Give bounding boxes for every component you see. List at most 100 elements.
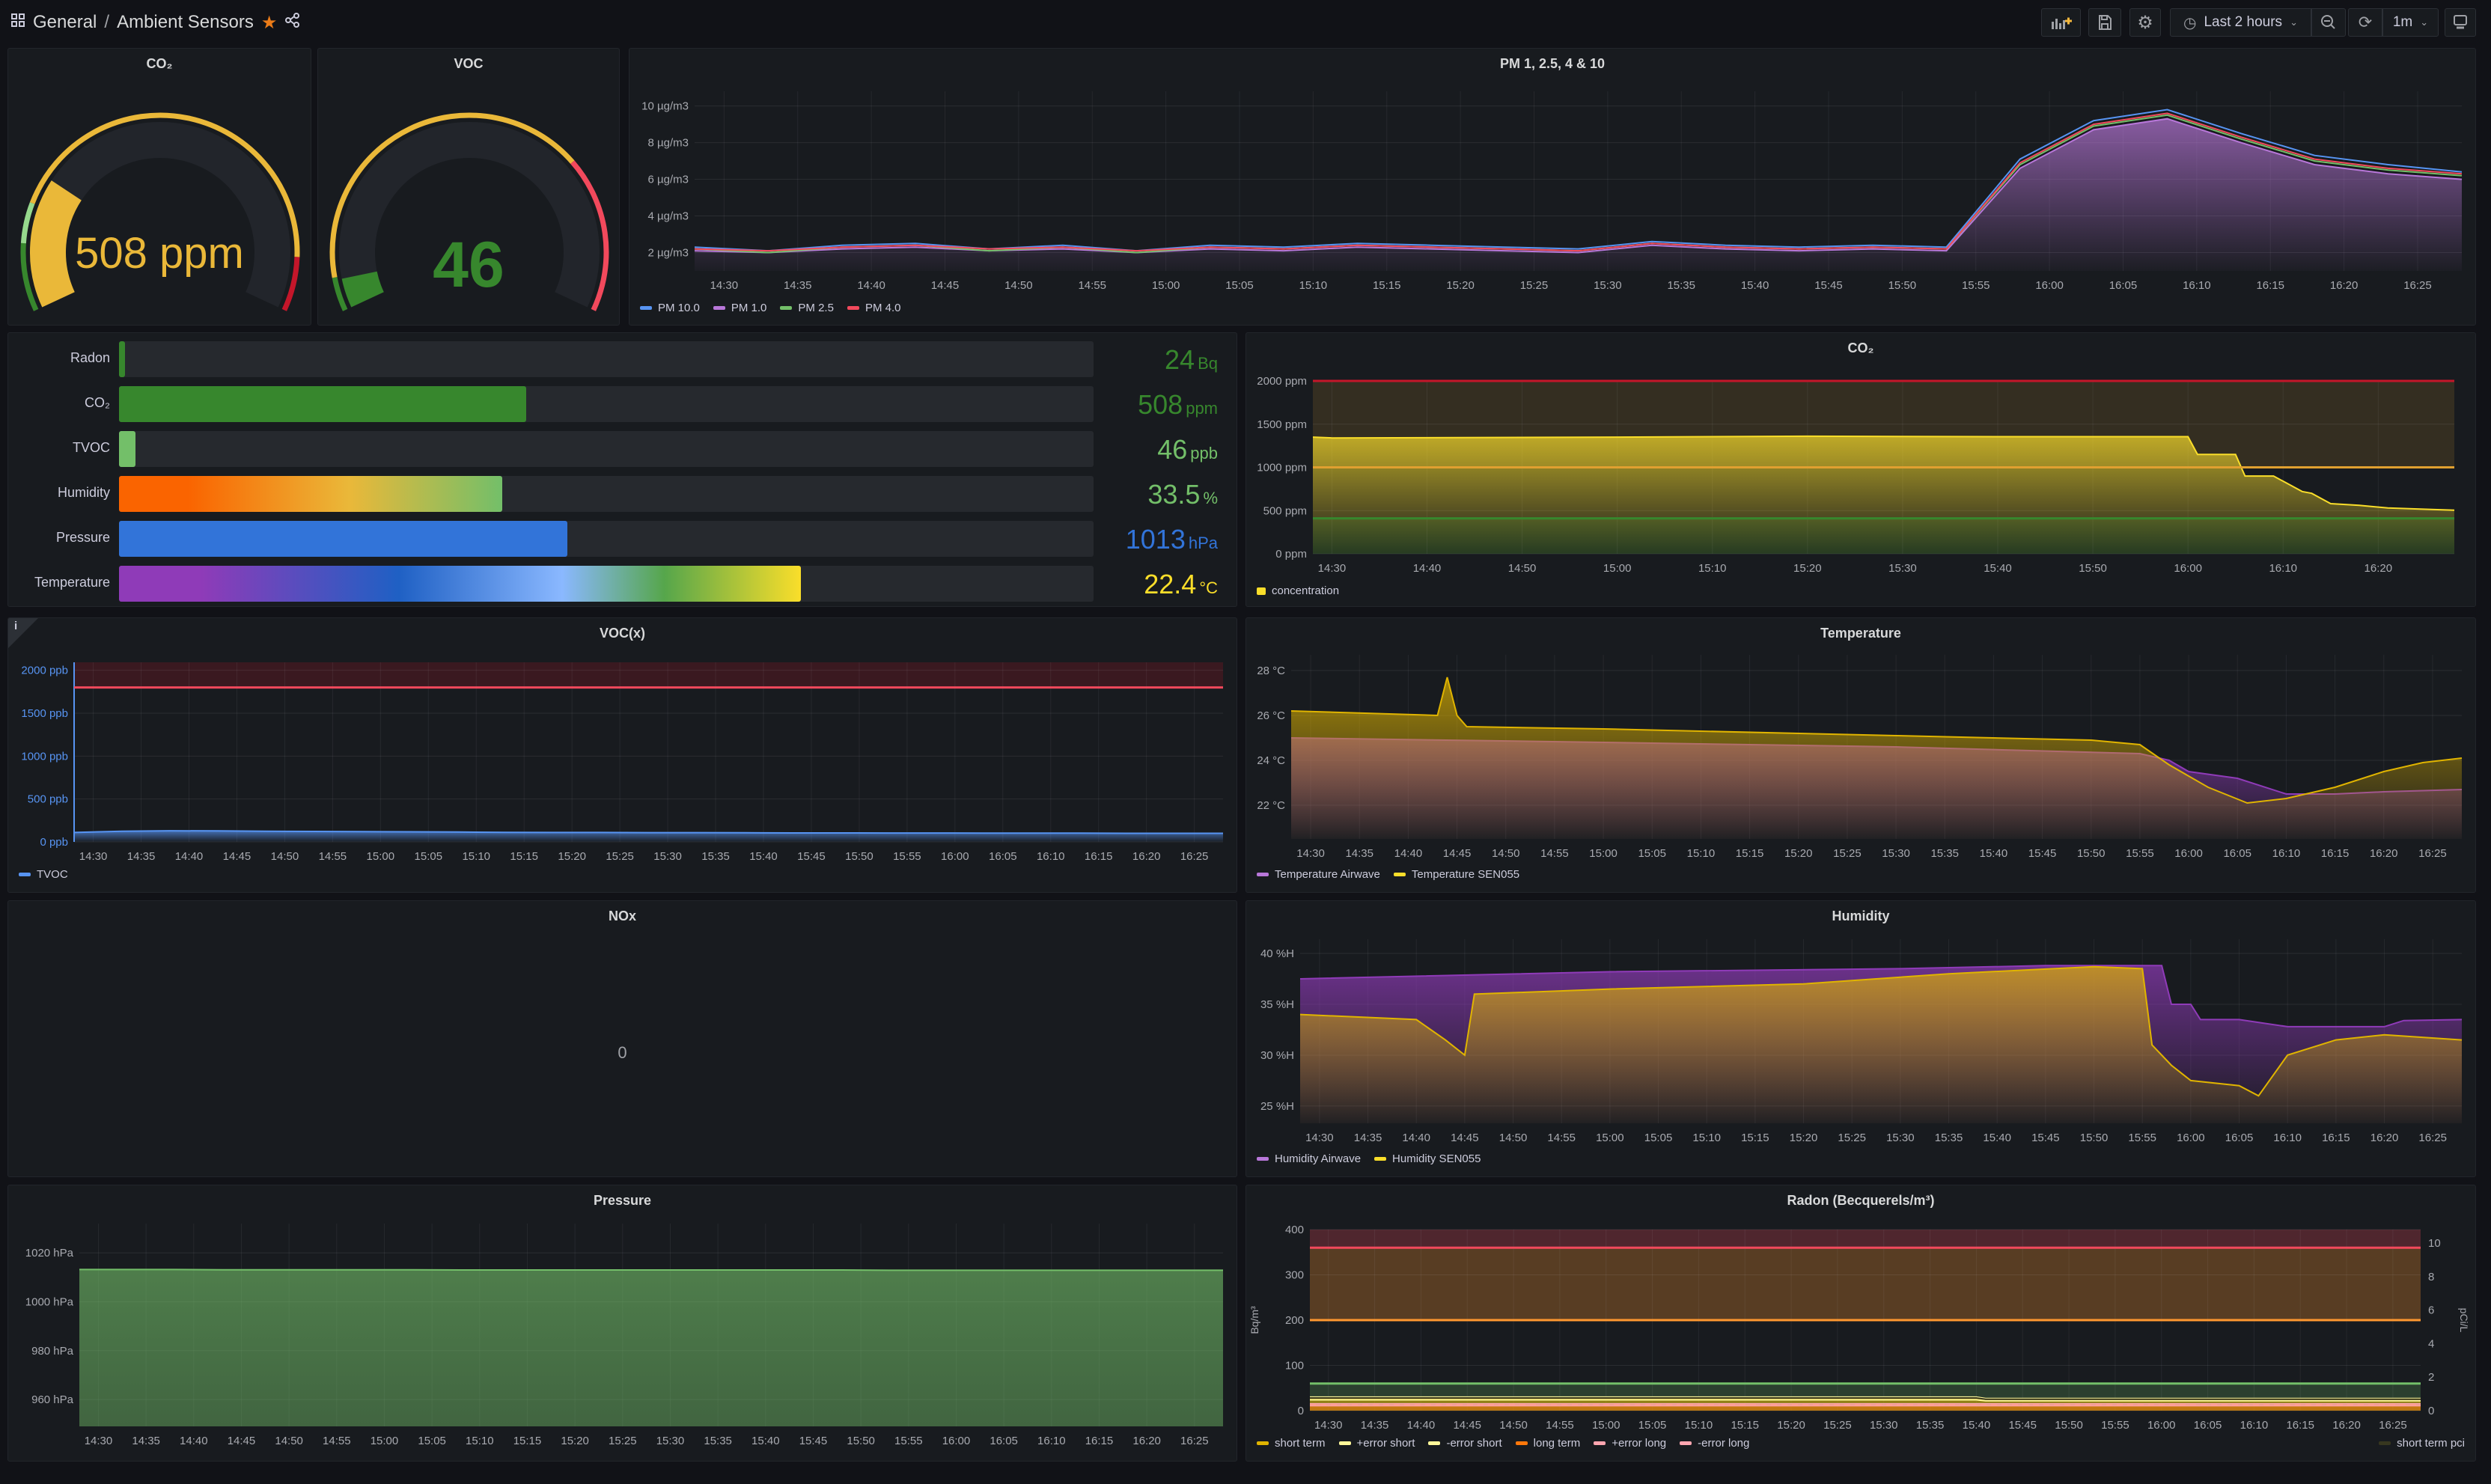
legend-item[interactable]: PM 1.0 bbox=[713, 302, 766, 314]
legend-item[interactable]: short term bbox=[1257, 1437, 1326, 1450]
y2-tick-label: 2 bbox=[2428, 1371, 2434, 1384]
legend-item[interactable]: Humidity Airwave bbox=[1257, 1152, 1361, 1165]
legend-swatch bbox=[1428, 1441, 1441, 1445]
x-tick-label: 16:15 bbox=[2286, 1419, 2314, 1432]
pressure-chart-panel: Pressure 960 hPa 980 hPa 1000 hPa 1020 hPa 1… bbox=[7, 1185, 1237, 1462]
y-tick-label: 980 hPa bbox=[31, 1345, 74, 1358]
bar-gauge-fill bbox=[119, 341, 125, 377]
legend-label: PM 4.0 bbox=[865, 302, 901, 314]
legend-swatch bbox=[1257, 587, 1266, 595]
x-tick-label: 16:15 bbox=[2322, 1132, 2350, 1144]
chart-legend: short term +error short -error short lon… bbox=[1257, 1437, 1749, 1450]
zoom-out-button[interactable] bbox=[2311, 8, 2346, 37]
panel-title: Humidity bbox=[1832, 909, 1890, 923]
refresh-interval-picker[interactable]: 1m ⌄ bbox=[2382, 8, 2439, 37]
x-tick-label: 15:10 bbox=[1687, 847, 1716, 860]
voc-chart[interactable]: 0 ppb 500 ppb 1000 ppb 1500 ppb 2000 ppb 14:3… bbox=[8, 618, 1237, 893]
legend-item[interactable]: -error long bbox=[1680, 1437, 1749, 1450]
tv-mode-button[interactable] bbox=[2445, 8, 2476, 37]
bar-gauge-fill bbox=[119, 521, 567, 557]
add-panel-button[interactable] bbox=[2041, 8, 2081, 37]
y-tick-label: 8 µg/m3 bbox=[648, 137, 689, 150]
legend-swatch bbox=[713, 306, 725, 310]
gauge-threshold-arc bbox=[281, 257, 300, 311]
x-tick-label: 15:00 bbox=[1589, 847, 1618, 860]
star-icon[interactable]: ★ bbox=[260, 12, 278, 33]
legend-swatch bbox=[1594, 1441, 1606, 1445]
legend-label: Humidity Airwave bbox=[1275, 1152, 1362, 1165]
refresh-button[interactable]: ⟳ bbox=[2348, 8, 2382, 37]
y-tick-label: 30 %H bbox=[1260, 1049, 1294, 1062]
share-icon[interactable] bbox=[284, 12, 301, 34]
info-icon[interactable]: i bbox=[14, 620, 18, 632]
legend-item[interactable]: PM 4.0 bbox=[847, 302, 901, 314]
series-area bbox=[79, 1269, 1223, 1426]
breadcrumb-folder[interactable]: General bbox=[33, 12, 97, 32]
time-range-picker[interactable]: ◷ Last 2 hours ⌄ bbox=[2170, 8, 2311, 37]
x-tick-label: 16:25 bbox=[2418, 847, 2447, 860]
legend-swatch bbox=[19, 873, 31, 876]
pm-chart[interactable]: 2 µg/m3 4 µg/m3 6 µg/m3 8 µg/m3 10 µg/m3 14:3… bbox=[629, 49, 2476, 326]
pressure-chart[interactable]: 960 hPa 980 hPa 1000 hPa 1020 hPa 14:30 14:35… bbox=[8, 1185, 1237, 1462]
x-tick-label: 15:05 bbox=[415, 850, 443, 863]
x-tick-label: 15:20 bbox=[1790, 1132, 1818, 1144]
time-range-label: Last 2 hours bbox=[2204, 14, 2283, 30]
legend-item[interactable]: Temperature Airwave bbox=[1257, 868, 1380, 881]
humidity-chart[interactable]: 25 %H 30 %H 35 %H 40 %H 14:30 14:35 14:40 14:45… bbox=[1246, 901, 2476, 1177]
legend-item[interactable]: Humidity SEN055 bbox=[1374, 1152, 1481, 1165]
x-tick-label: 15:45 bbox=[799, 1435, 828, 1447]
legend-item[interactable]: PM 10.0 bbox=[640, 302, 700, 314]
y-tick-label: 300 bbox=[1285, 1269, 1304, 1282]
x-tick-label: 15:30 bbox=[653, 850, 682, 863]
legend-swatch bbox=[847, 306, 859, 310]
co2-chart[interactable]: 0 ppm 500 ppm 1000 ppm 1500 ppm 2000 ppm 14:3… bbox=[1246, 333, 2476, 607]
dashboards-grid-icon[interactable] bbox=[10, 12, 25, 33]
legend-item[interactable]: long term bbox=[1515, 1437, 1580, 1450]
legend-item[interactable]: TVOC bbox=[19, 868, 68, 881]
legend-item[interactable]: +error short bbox=[1338, 1437, 1415, 1450]
gauge-value-number: 508 bbox=[75, 229, 147, 278]
dashboard-title[interactable]: Ambient Sensors bbox=[117, 12, 254, 32]
x-tick-label: 15:40 bbox=[1963, 1419, 1991, 1432]
bar-gauge-label: TVOC bbox=[72, 440, 110, 455]
bar-gauge-fill bbox=[119, 431, 136, 467]
legend-item[interactable]: PM 2.5 bbox=[780, 302, 834, 314]
dashboard-settings-button[interactable]: ⚙ bbox=[2129, 8, 2161, 37]
x-tick-label: 16:00 bbox=[2174, 847, 2203, 860]
legend-item[interactable]: Temperature SEN055 bbox=[1393, 868, 1519, 881]
x-tick-label: 14:30 bbox=[1296, 847, 1325, 860]
x-tick-label: 15:50 bbox=[2055, 1419, 2083, 1432]
legend-item[interactable]: short term pci bbox=[2379, 1437, 2465, 1450]
x-tick-label: 16:05 bbox=[2194, 1419, 2222, 1432]
threshold-band bbox=[1310, 1248, 2421, 1320]
x-tick-label: 16:25 bbox=[2418, 1132, 2447, 1144]
x-tick-label: 15:00 bbox=[1152, 279, 1180, 292]
x-tick-label: 16:20 bbox=[2332, 1419, 2361, 1432]
save-dashboard-button[interactable] bbox=[2088, 8, 2121, 37]
x-tick-label: 15:10 bbox=[1692, 1132, 1721, 1144]
y-tick-label: 10 µg/m3 bbox=[641, 100, 689, 113]
bar-gauge-row: Radon 24 Bq bbox=[70, 341, 1218, 377]
gauge-value-arc bbox=[341, 271, 385, 308]
x-tick-label: 15:20 bbox=[561, 1435, 589, 1447]
legend-item[interactable]: concentration bbox=[1257, 584, 1339, 597]
x-tick-label: 15:00 bbox=[1603, 562, 1632, 575]
breadcrumb: General / Ambient Sensors ★ bbox=[10, 10, 301, 34]
bar-gauge-number: 1013 bbox=[1125, 524, 1186, 555]
temperature-chart[interactable]: 22 °C 24 °C 26 °C 28 °C 14:30 14:35 14:40 14:45… bbox=[1246, 618, 2476, 893]
y-tick-label: 1500 ppm bbox=[1257, 418, 1307, 431]
x-tick-label: 14:40 bbox=[1394, 847, 1423, 860]
x-tick-label: 15:00 bbox=[371, 1435, 399, 1447]
y-tick-label: 40 %H bbox=[1260, 947, 1294, 960]
x-tick-label: 16:20 bbox=[2370, 847, 2398, 860]
x-tick-label: 16:20 bbox=[2370, 1132, 2399, 1144]
legend-item[interactable]: -error short bbox=[1428, 1437, 1502, 1450]
y-tick-label: 35 %H bbox=[1260, 998, 1294, 1011]
y-tick-label: 2000 ppm bbox=[1257, 375, 1307, 388]
panel-info-corner[interactable] bbox=[8, 618, 38, 648]
x-tick-label: 16:10 bbox=[1037, 850, 1065, 863]
legend-item[interactable]: +error long bbox=[1594, 1437, 1666, 1450]
series-line bbox=[1290, 677, 2463, 804]
clock-icon: ◷ bbox=[2183, 14, 2197, 31]
